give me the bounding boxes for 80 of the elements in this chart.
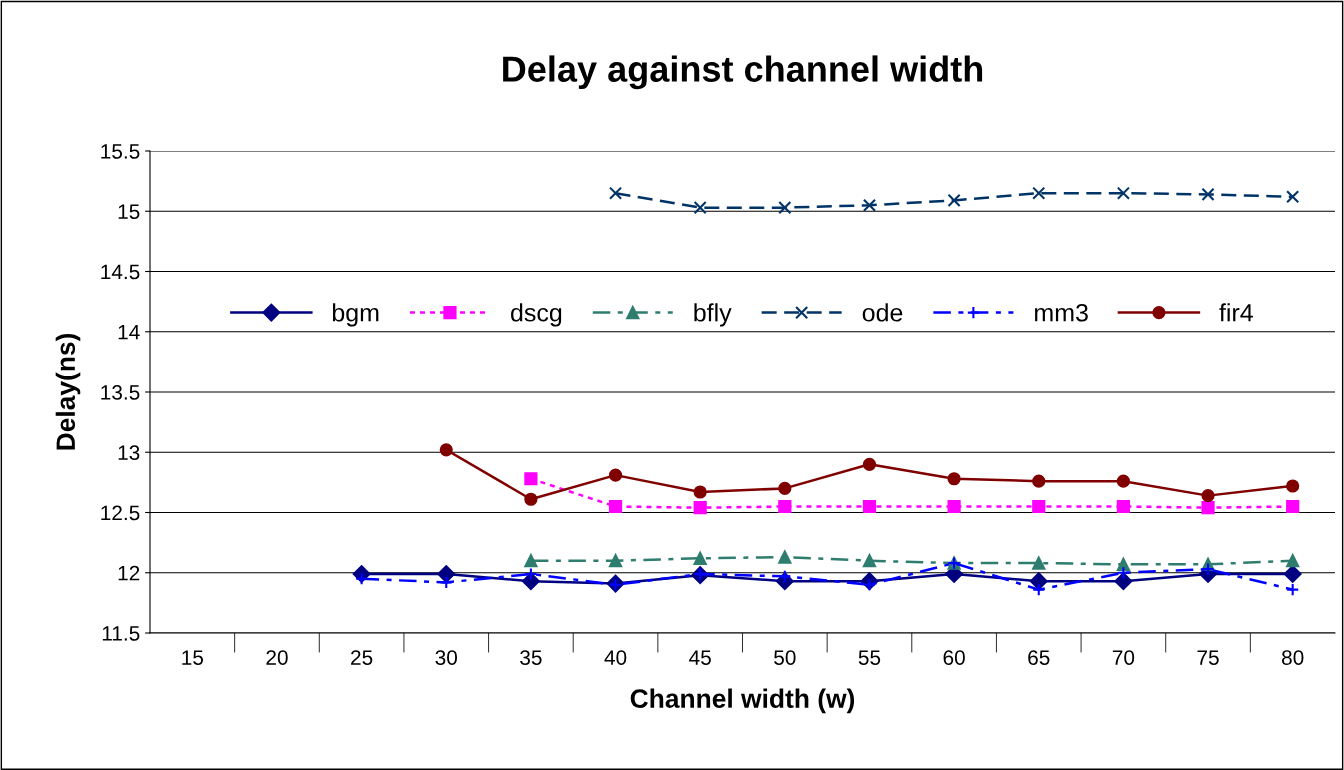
point: [947, 472, 961, 486]
point: [524, 567, 538, 581]
chart-title: Delay against channel width: [503, 55, 983, 90]
point: [1116, 186, 1130, 200]
x-tick-label: 40: [604, 650, 627, 665]
x-tick-label: 25: [351, 650, 373, 665]
point: [608, 499, 623, 514]
x-tick-label: 15: [182, 650, 204, 665]
y-tick-label: 12.5: [101, 505, 140, 521]
point: [439, 575, 453, 589]
y-tick-label: 13.5: [101, 385, 140, 400]
x-tick-label: 75: [1197, 650, 1219, 665]
x-tick-label: 45: [689, 650, 711, 665]
point: [1283, 565, 1302, 583]
y-tick-label: 15: [118, 204, 140, 219]
point: [524, 554, 538, 568]
x-tick-label: 30: [435, 650, 458, 665]
point: [524, 492, 538, 506]
legend-label: bgm: [332, 303, 379, 327]
point: [608, 578, 623, 592]
legend-label: ode: [862, 303, 903, 322]
x-tick-label: 20: [266, 650, 288, 665]
point: [1201, 501, 1215, 515]
point: [1201, 187, 1215, 201]
point: [862, 554, 877, 568]
point: [778, 481, 792, 495]
point: [862, 198, 877, 212]
point: [1029, 572, 1048, 591]
x-tick-label: 35: [520, 650, 542, 665]
point: [1286, 499, 1300, 514]
y-tick-label: 15.5: [101, 144, 140, 159]
y-tick-label: 14.5: [101, 264, 140, 280]
point: [778, 550, 792, 564]
x-tick-label: 50: [774, 650, 796, 665]
point: [1032, 583, 1046, 597]
x-tick-label: 60: [943, 650, 965, 665]
point: [1116, 566, 1130, 580]
point: [1201, 489, 1215, 503]
point: [947, 499, 961, 514]
point: [1114, 572, 1133, 591]
point: [608, 554, 623, 568]
point: [862, 499, 877, 514]
point: [693, 485, 707, 499]
y-tick-label: 11.5: [102, 626, 140, 641]
legend-label: bfly: [694, 303, 732, 327]
y-tick-label: 12: [118, 565, 140, 581]
x-tick-label: 80: [1282, 650, 1304, 665]
legend-label: dscg: [511, 303, 562, 327]
point: [862, 457, 877, 471]
point: [1286, 583, 1300, 597]
point: [778, 201, 792, 215]
point: [1032, 499, 1046, 514]
point: [1032, 474, 1046, 488]
legend-label: mm3: [1035, 303, 1088, 322]
point: [947, 193, 961, 207]
x-axis-title: Channel width (w): [630, 688, 855, 714]
y-tick-label: 13: [118, 445, 140, 460]
point: [608, 186, 623, 200]
x-tick-label: 65: [1028, 650, 1050, 665]
point: [1116, 499, 1130, 514]
x-tick-label: 55: [858, 650, 881, 665]
point: [1201, 562, 1215, 576]
point: [1032, 186, 1046, 200]
point: [693, 201, 707, 215]
point: [693, 501, 707, 515]
point: [693, 551, 707, 565]
point: [608, 468, 623, 482]
point: [439, 443, 453, 457]
y-tick-label: 14: [118, 324, 140, 340]
point: [1286, 479, 1300, 493]
legend-label: fir4: [1219, 303, 1253, 322]
point: [524, 472, 538, 486]
point: [1286, 554, 1300, 568]
x-tick-label: 70: [1112, 650, 1135, 665]
point: [1032, 556, 1046, 570]
point: [437, 565, 456, 583]
point: [1286, 190, 1300, 204]
point: [1116, 474, 1130, 488]
point: [778, 499, 792, 514]
y-axis-title: Delay(ns): [55, 333, 81, 450]
